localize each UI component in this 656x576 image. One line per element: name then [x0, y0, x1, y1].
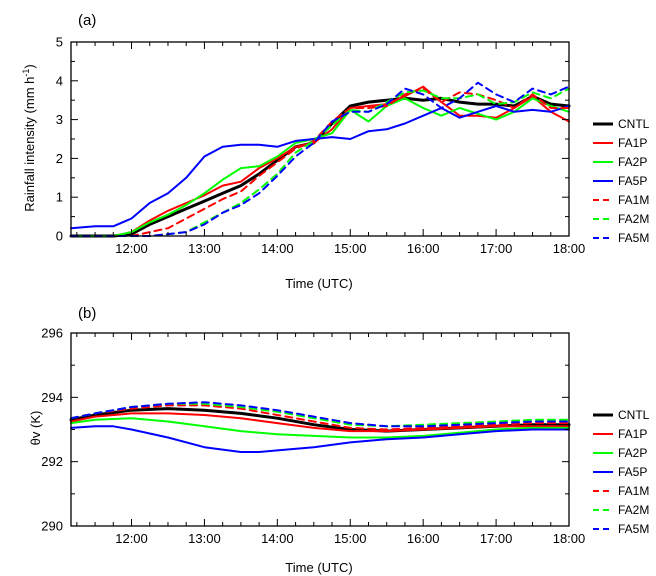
panel-b-xlabel: Time (UTC) [285, 560, 352, 575]
y-tick-label: 296 [41, 326, 63, 341]
series-line-cntl [69, 94, 571, 238]
legend-label-fa5m: FA5M [618, 231, 649, 245]
legend-label-fa2p: FA2P [618, 446, 647, 460]
legend-label-fa1p: FA1P [618, 427, 647, 441]
x-tick-label: 12:00 [115, 241, 148, 256]
series-line-fa5m [70, 81, 570, 237]
series-line-fa5p [70, 105, 570, 230]
panel-a-ylabel-main: Rainfall intensity (mm h [22, 77, 37, 212]
x-tick-label: 16:00 [407, 241, 440, 256]
y-tick-label: 292 [41, 454, 63, 469]
x-tick-label: 12:00 [115, 531, 148, 546]
legend-label-fa2p: FA2P [618, 155, 647, 169]
panel-b-legend: CNTL FA1P FA2P FA5P FA1M FA2M FA5M [593, 408, 650, 536]
panel-a-ylabel-sup: -1 [21, 69, 31, 77]
y-tick-label: 294 [41, 390, 63, 405]
legend-label-cntl: CNTL [618, 117, 650, 131]
x-tick-label: 18:00 [553, 531, 586, 546]
x-tick-label: 17:00 [480, 531, 513, 546]
panel-a-ylabel-close: ) [22, 64, 37, 68]
series-line-fa1m [70, 404, 570, 431]
x-tick-label: 15:00 [334, 531, 367, 546]
legend-label-fa1p: FA1P [618, 136, 647, 150]
panel-a-label: (a) [78, 12, 96, 29]
legend-label-fa2m: FA2M [618, 212, 649, 226]
series-line-fa2p [70, 97, 570, 237]
series-line-fa1p [70, 412, 570, 433]
x-tick-label: 16:00 [407, 531, 440, 546]
x-tick-label: 17:00 [480, 241, 513, 256]
panel-a-xlabel: Time (UTC) [285, 276, 352, 291]
y-tick-label: 290 [41, 519, 63, 534]
x-tick-label: 18:00 [553, 241, 586, 256]
legend-label-fa5m: FA5M [618, 522, 649, 536]
panel-a-legend: CNTL FA1P FA2P FA5P FA1M FA2M FA5M [593, 117, 650, 245]
y-tick-label: 3 [56, 112, 63, 127]
series-line-fa5m [70, 401, 570, 428]
x-tick-label: 13:00 [188, 241, 221, 256]
legend-label-fa5p: FA5P [618, 465, 647, 479]
y-tick-label: 0 [56, 229, 63, 244]
series-line-fa2p [70, 417, 570, 439]
panel-a-axes: 12:00 13:00 14:00 15:00 16:00 17:00 18:00 0 1 2 3 4… [56, 35, 586, 257]
y-tick-label: 1 [56, 190, 63, 205]
panel-b-ylabel: θv (K) [28, 411, 43, 446]
legend-label-cntl: CNTL [618, 408, 650, 422]
series-line-fa5p [70, 425, 570, 453]
panel-b-marks [69, 401, 571, 453]
chart-panel-a: (a) 12:00 13:00 14:00 15:00 16:00 17:00 18:00 0… [21, 12, 650, 291]
legend-label-fa2m: FA2M [618, 503, 649, 517]
legend-label-fa5p: FA5P [618, 174, 647, 188]
legend-label-fa1m: FA1M [618, 484, 649, 498]
x-tick-label: 14:00 [261, 241, 294, 256]
chart-panel-b: (b) 12:00 13:00 14:00 15:00 16:00 17:00 18:00 2… [28, 305, 650, 575]
x-tick-label: 13:00 [188, 531, 221, 546]
y-tick-label: 4 [56, 73, 63, 88]
panel-b-label: (b) [78, 305, 96, 322]
panel-a-marks [69, 81, 571, 238]
panel-a-ylabel: Rainfall intensity (mm h-1) [21, 64, 37, 211]
y-tick-label: 2 [56, 151, 63, 166]
x-tick-label: 14:00 [261, 531, 294, 546]
panel-b-axes: 12:00 13:00 14:00 15:00 16:00 17:00 18:00 290 29… [41, 326, 585, 547]
x-tick-label: 15:00 [334, 241, 367, 256]
y-tick-label: 5 [56, 35, 63, 50]
legend-label-fa1m: FA1M [618, 193, 649, 207]
